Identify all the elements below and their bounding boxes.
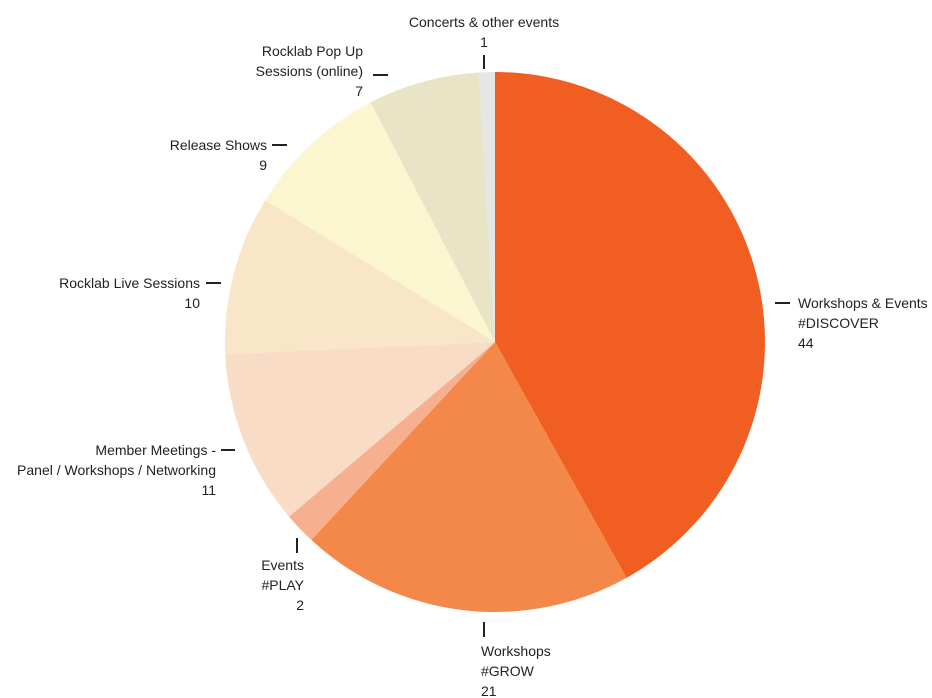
pie-slice-1: [311, 342, 627, 613]
slice-value-label-6: 7: [355, 83, 363, 99]
slice-name-line-3-0: Member Meetings -: [95, 442, 216, 458]
slice-label-6: Rocklab Pop Up Sessions (online) 7: [256, 43, 364, 99]
pie-slices: [224, 71, 766, 613]
slice-value-label-0: 44: [798, 335, 814, 351]
slice-label-2: Events #PLAY 2: [261, 557, 304, 613]
pie-slice-7: [478, 71, 495, 342]
slice-name-line-5-0: Release Shows: [170, 137, 267, 153]
slice-name-line-0-1: #DISCOVER: [798, 315, 879, 331]
slice-name-line-4-0: Rocklab Live Sessions: [59, 275, 200, 291]
pie-slice-5: [265, 102, 495, 342]
slice-value-label-3: 11: [201, 482, 216, 498]
slice-name-line-6-1: Sessions (online): [256, 63, 363, 79]
slice-label-4: Rocklab Live Sessions 10: [59, 275, 200, 311]
pie-slice-2: [289, 342, 495, 540]
slice-value-label-5: 9: [259, 157, 267, 173]
slice-value-label-7: 1: [480, 34, 488, 50]
slice-name-line-1-1: #GROW: [481, 663, 535, 679]
pie-slice-4: [224, 200, 495, 355]
slice-name-line-2-1: #PLAY: [261, 577, 304, 593]
slice-name-line-0-0: Workshops & Events: [798, 295, 928, 311]
pie-slice-6: [370, 72, 495, 342]
pie-slice-0: [495, 71, 766, 578]
slice-label-7: Concerts & other events 1: [409, 14, 559, 50]
slice-name-line-6-0: Rocklab Pop Up: [262, 43, 363, 59]
slice-label-5: Release Shows 9: [170, 137, 267, 173]
slice-name-line-7-0: Concerts & other events: [409, 14, 559, 30]
slice-label-1: Workshops #GROW 21: [481, 643, 551, 698]
slice-value-label-1: 21: [481, 683, 497, 698]
slice-name-line-3-1: Panel / Workshops / Networking: [17, 462, 216, 478]
slice-name-line-2-0: Events: [261, 557, 304, 573]
slice-value-label-4: 10: [184, 295, 200, 311]
slice-label-0: Workshops & Events #DISCOVER 44: [798, 295, 928, 351]
pie-slice-3: [225, 342, 495, 517]
slice-value-label-2: 2: [296, 597, 304, 613]
slice-name-line-1-0: Workshops: [481, 643, 551, 659]
slice-labels: Workshops & Events #DISCOVER 44 Workshops #G…: [17, 14, 928, 698]
slice-label-3: Member Meetings - Panel / Workshops / Net…: [17, 442, 216, 498]
